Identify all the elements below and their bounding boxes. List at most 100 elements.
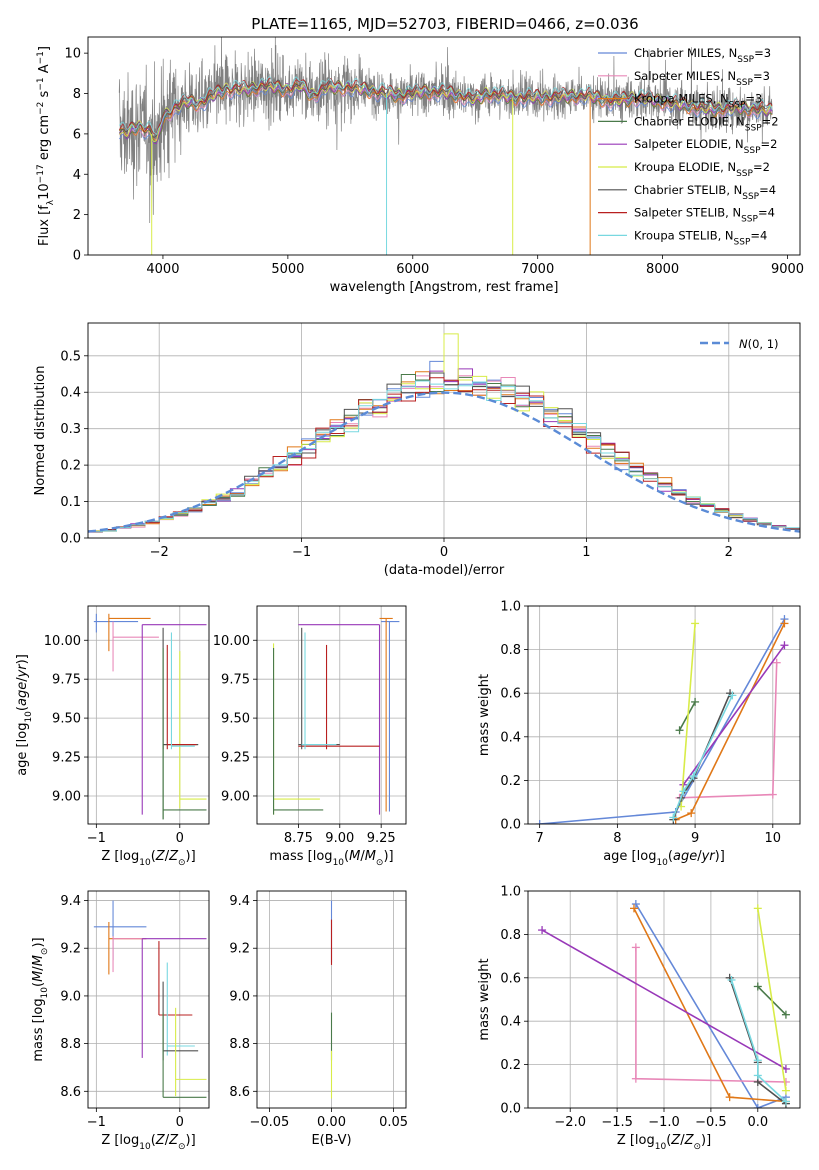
- y-axis-label: Flux [fλ10−17 erg cm−2 s−1 A−1]: [36, 46, 56, 246]
- y-tick-label: 0.0: [60, 532, 81, 547]
- y-tick-label: 9.4: [229, 894, 250, 909]
- label-part: erg cm: [37, 115, 52, 164]
- y-axis-label: mass [log10(M/M⊙)]: [31, 937, 50, 1061]
- label-part: −1: [36, 51, 46, 64]
- residuals-axes: −2 −1 0 1 2 0.0 0.1 0.2 0.3 0.4 0.5 (data-model)/er…: [33, 322, 801, 578]
- x-tick-label: 6000: [396, 262, 429, 277]
- label-part: yr: [701, 849, 717, 864]
- label-part: mass [log: [269, 849, 332, 864]
- label-part: Z: [168, 849, 179, 864]
- label-part: Z: [155, 849, 166, 864]
- label-part: −1: [36, 77, 46, 90]
- label-part: 10: [40, 987, 50, 999]
- label-part: A: [37, 64, 52, 77]
- label-part: Chabrier STELIB, N: [634, 183, 742, 197]
- label-part: 10: [139, 1142, 151, 1152]
- label-part: =3: [745, 92, 762, 106]
- label-part: Salpeter MILES, N: [634, 69, 736, 83]
- label-part: SSP: [741, 215, 758, 225]
- label-part: age [log: [15, 723, 30, 776]
- age-vs-mass-plot-area: [273, 617, 400, 815]
- y-tick-label: 0.6: [500, 687, 521, 702]
- y-tick-label: 10: [64, 47, 81, 62]
- x-tick-label: −1: [292, 545, 311, 560]
- legend-label: Salpeter STELIB, NSSP=4: [634, 206, 775, 225]
- label-part: Z: [684, 1133, 695, 1148]
- y-tick-label: 0.5: [60, 349, 81, 364]
- label-part: N: [739, 337, 748, 351]
- label-part: Kroupa ELODIE, N: [634, 160, 736, 174]
- y-tick-label: 1.0: [500, 885, 521, 900]
- label-part: (0, 1): [748, 337, 779, 351]
- x-tick-label: 4000: [146, 262, 179, 277]
- label-part: )]: [186, 1133, 196, 1148]
- label-part: SSP: [745, 123, 762, 133]
- label-part: (: [344, 849, 349, 864]
- label-part: SSP: [734, 237, 751, 247]
- x-tick-label: 2: [725, 545, 733, 560]
- label-part: Kroupa STELIB, N: [634, 228, 734, 242]
- label-part: SSP: [736, 169, 753, 179]
- label-part: Z [log: [617, 1133, 655, 1148]
- x-tick-label: 10: [765, 831, 782, 846]
- label-part: Salpeter STELIB, N: [634, 206, 741, 220]
- y-tick-label: 9.00: [52, 789, 81, 804]
- y-tick-label: 9.50: [52, 712, 81, 727]
- label-part: )]: [701, 1133, 711, 1148]
- label-part: ⊙: [178, 858, 186, 868]
- label-part: M: [31, 955, 46, 966]
- x-axis-label: E(B-V): [311, 1133, 351, 1148]
- spectrum-plot-area: [118, 37, 773, 255]
- x-tick-label: −0.5: [695, 1115, 727, 1130]
- label-part: age: [15, 682, 30, 706]
- y-tick-label: 9.75: [221, 673, 250, 688]
- residuals-legend: N(0, 1): [700, 337, 779, 351]
- axes-frame: [256, 890, 407, 1109]
- axes-frame: [87, 322, 801, 539]
- x-tick-label: 0: [440, 545, 448, 560]
- label-part: Chabrier MILES, N: [634, 46, 737, 60]
- label-part: =4: [758, 206, 775, 220]
- weight-line-6: [757, 908, 787, 1091]
- y-tick-label: 0.4: [500, 1015, 521, 1030]
- label-part: =3: [753, 69, 770, 83]
- label-part: 10: [139, 858, 151, 868]
- y-tick-label: 10.00: [44, 634, 81, 649]
- weight-vs-Z-axes: −2.0 −1.5 −1.0 −0.5 0.0 0.0 0.2 0.4 0.6 0.8 1.0 Z […: [477, 885, 801, 1152]
- y-tick-label: 0.2: [500, 774, 521, 789]
- model-spectrum-9: [118, 76, 773, 136]
- label-part: (: [151, 1133, 156, 1148]
- x-axis-label: age [log10(age/yr)]: [603, 849, 725, 868]
- label-part: mass [log: [31, 998, 46, 1061]
- label-part: 10: [37, 183, 52, 200]
- x-tick-label: −1: [87, 1115, 106, 1130]
- label-part: SSP: [736, 78, 753, 88]
- label-part: Flux [f: [37, 205, 52, 246]
- y-tick-label: 10.00: [213, 634, 250, 649]
- y-tick-label: 0.3: [60, 422, 81, 437]
- figure-title: PLATE=1165, MJD=52703, FIBERID=0466, z=0…: [251, 15, 638, 33]
- weight-line-6: [680, 623, 696, 807]
- y-tick-label: 8.6: [229, 1085, 250, 1100]
- y-tick-label: 8.8: [60, 1037, 81, 1052]
- label-part: SSP: [729, 101, 746, 111]
- y-tick-label: 8.6: [60, 1085, 81, 1100]
- y-tick-label: 0.0: [500, 818, 521, 833]
- x-tick-label: 8000: [646, 262, 679, 277]
- y-tick-label: 8: [73, 87, 81, 102]
- label-part: (: [666, 1133, 671, 1148]
- label-part: =3: [754, 46, 771, 60]
- y-tick-label: 9.2: [60, 942, 81, 957]
- x-tick-label: 5000: [271, 262, 304, 277]
- y-tick-label: 0.4: [500, 730, 521, 745]
- x-axis-label: wavelength [Angstrom, rest frame]: [330, 280, 559, 295]
- y-tick-label: 0.8: [500, 643, 521, 658]
- label-part: Z: [670, 1133, 681, 1148]
- axes-frame: [87, 36, 801, 256]
- legend-label: Kroupa MILES, NSSP=3: [634, 92, 762, 111]
- x-axis-label: Z [log10(Z/Z⊙)]: [101, 849, 195, 868]
- x-tick-label: 0.0: [747, 1115, 768, 1130]
